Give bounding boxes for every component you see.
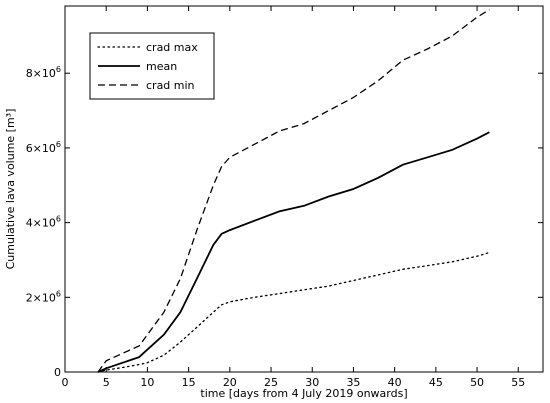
y-tick-label: 2×106 xyxy=(26,289,61,304)
x-tick-label: 0 xyxy=(62,376,69,389)
legend-label-crad-min: crad min xyxy=(146,79,195,92)
x-axis-label: time [days from 4 July 2019 onwards] xyxy=(200,387,407,400)
series-line-crad-min xyxy=(97,9,490,373)
x-tick-label: 40 xyxy=(388,376,402,389)
x-tick-label: 20 xyxy=(223,376,237,389)
plot-frame xyxy=(64,5,544,373)
series-line-crad-max xyxy=(97,251,491,373)
y-tick-label: 0 xyxy=(54,366,61,379)
legend-label-crad-max: crad max xyxy=(146,41,198,54)
x-tick-label: 10 xyxy=(140,376,154,389)
x-tick-label: 25 xyxy=(264,376,278,389)
y-tick-label: 6×106 xyxy=(26,140,61,155)
x-tick-label: 5 xyxy=(103,376,110,389)
ticks-layer: 0 5 10 15 20 25 30 35 40 45 50 55 0 2×106 4×106 6×106 8×… xyxy=(26,6,543,389)
legend: crad max mean crad min xyxy=(89,32,215,100)
x-tick-label: 35 xyxy=(346,376,360,389)
legend-label-mean: mean xyxy=(146,60,177,73)
y-tick-label: 4×106 xyxy=(26,215,61,230)
series-line-mean xyxy=(97,131,490,373)
y-tick-label: 8×106 xyxy=(26,65,61,80)
x-tick-label: 30 xyxy=(305,376,319,389)
x-tick-label: 15 xyxy=(182,376,196,389)
x-tick-label: 55 xyxy=(511,376,525,389)
series-layer xyxy=(97,9,491,373)
x-tick-label: 50 xyxy=(470,376,484,389)
x-tick-label: 45 xyxy=(429,376,443,389)
y-axis-label: Cumulative lava volume [m³] xyxy=(4,109,17,270)
